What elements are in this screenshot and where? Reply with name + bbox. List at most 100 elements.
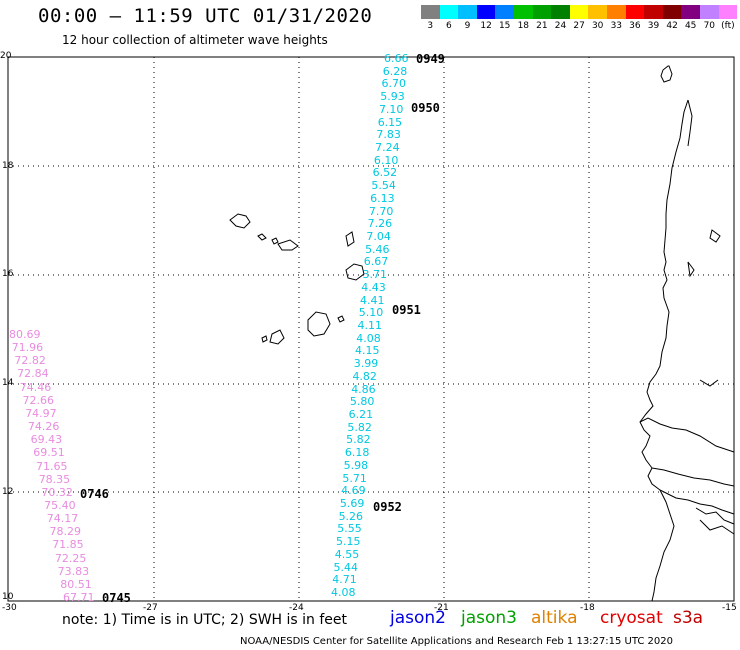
legend-label-0: 3 xyxy=(427,21,434,31)
lat-tick-16: 16 xyxy=(2,269,14,279)
jason2-value: 6.15 xyxy=(377,115,403,129)
altika-value: 71.96 xyxy=(11,341,44,355)
credit-line: NOAA/NESDIS Center for Satellite Applica… xyxy=(240,636,673,647)
legend-swatch-15 xyxy=(699,5,719,19)
jason2-value: 7.10 xyxy=(378,102,404,116)
altika-value: 72.25 xyxy=(54,551,87,565)
legend-swatch-13 xyxy=(662,5,682,19)
legend-label-5: 18 xyxy=(517,21,530,31)
jason2-value: 4.41 xyxy=(360,293,385,307)
legend-jason2: jason2 xyxy=(390,608,446,628)
jason2-value: 4.82 xyxy=(352,369,377,383)
jason2-value: 3.99 xyxy=(353,357,379,371)
lon-tick-minus21: -21 xyxy=(434,603,449,613)
jason2-value: 4.71 xyxy=(332,573,357,587)
lon-tick-minus18: -18 xyxy=(580,603,595,613)
jason2-value: 4.69 xyxy=(341,484,366,498)
altika-value: 80.51 xyxy=(60,577,92,591)
legend-swatch-5 xyxy=(513,5,533,19)
altika-value: 75.40 xyxy=(44,498,76,512)
legend-s3a: s3a xyxy=(673,608,704,628)
lat-tick-14: 14 xyxy=(2,378,14,388)
jason2-value: 5.82 xyxy=(347,420,372,434)
altika-value: 74.97 xyxy=(25,406,57,420)
jason2-value: 7.83 xyxy=(376,128,401,142)
jason2-value: 3.71 xyxy=(362,268,388,282)
legend-label-16: (ft) xyxy=(721,21,735,31)
altika-value: 78.29 xyxy=(49,525,82,539)
jason2-value: 5.26 xyxy=(338,509,364,523)
jason2-value: 5.55 xyxy=(337,522,362,536)
lat-tick-12: 12 xyxy=(2,487,14,497)
legend-swatch-8 xyxy=(569,5,589,19)
jason2-value: 4.08 xyxy=(331,586,356,599)
legend-swatch-12 xyxy=(644,5,663,19)
jason2-value: 6.66 xyxy=(384,52,409,65)
jason2-value: 7.04 xyxy=(366,230,391,243)
footer-note: note: 1) Time is in UTC; 2) SWH is in fe… xyxy=(62,612,348,628)
jason2-value: 6.18 xyxy=(344,446,370,460)
map-title: 00:00 – 11:59 UTC 01/31/2020 xyxy=(38,5,373,27)
jason2-value: 6.10 xyxy=(373,153,399,167)
legend-swatch-11 xyxy=(625,5,645,19)
legend-altika: altika xyxy=(531,608,578,628)
altika-value: 69.51 xyxy=(33,446,65,460)
legend-label-14: 45 xyxy=(684,21,697,31)
legend-swatch-3 xyxy=(476,5,496,19)
legend-label-12: 39 xyxy=(647,21,660,31)
legend-label-10: 33 xyxy=(610,21,623,31)
altika-value: 67.71 xyxy=(63,591,95,604)
legend-label-2: 9 xyxy=(464,21,471,31)
jason2-value: 5.44 xyxy=(333,560,359,574)
map-frame xyxy=(7,56,735,602)
lat-lon-grid xyxy=(8,57,734,601)
jason2-value: 5.15 xyxy=(336,535,361,549)
altika-value: 80.69 xyxy=(9,328,41,341)
legend-cryosat: cryosat xyxy=(600,608,663,628)
jason2-value: 7.70 xyxy=(368,204,394,218)
altika-value: 70.32 xyxy=(41,485,73,499)
time-label-0745: 0745 xyxy=(102,591,131,605)
jason2-value: 6.67 xyxy=(363,255,389,269)
jason2-value: 4.11 xyxy=(357,319,383,332)
jason2-value: 5.93 xyxy=(380,90,405,104)
map-subtitle: 12 hour collection of altimeter wave hei… xyxy=(62,33,328,47)
jason2-value: 5.71 xyxy=(342,471,367,485)
altika-value: 74.46 xyxy=(19,380,52,394)
jason2-value: 6.21 xyxy=(348,408,374,421)
altika-value: 72.84 xyxy=(17,367,49,381)
jason2-value: 6.13 xyxy=(370,191,395,205)
legend-swatch-10 xyxy=(606,5,626,19)
legend-swatch-7 xyxy=(551,5,570,19)
jason2-value: 5.46 xyxy=(365,242,390,256)
legend-label-7: 24 xyxy=(554,21,567,31)
cape-verde-islands xyxy=(229,213,365,345)
legend-swatch-2 xyxy=(458,5,477,19)
time-label-0746: 0746 xyxy=(80,487,109,501)
lat-tick-18: 18 xyxy=(2,161,14,171)
altika-value: 73.83 xyxy=(57,564,90,578)
legend-swatch-1 xyxy=(439,5,459,19)
altika-value: 74.17 xyxy=(46,512,79,526)
legend-label-3: 12 xyxy=(480,21,492,31)
jason2-value: 6.70 xyxy=(381,77,406,91)
time-label-0951: 0951 xyxy=(392,303,421,317)
legend-jason3: jason3 xyxy=(461,608,517,628)
jason2-value: 5.10 xyxy=(358,306,384,320)
altika-value: 71.85 xyxy=(52,538,84,552)
jason2-value: 5.54 xyxy=(371,179,396,193)
jason2-value: 4.08 xyxy=(356,331,381,345)
legend-label-6: 21 xyxy=(536,21,548,31)
altika-value: 71.65 xyxy=(36,459,68,473)
legend-label-8: 27 xyxy=(573,21,585,31)
legend-label-15: 70 xyxy=(703,21,716,31)
jason2-value: 4.55 xyxy=(334,547,360,561)
jason2-value: 7.24 xyxy=(375,141,400,154)
lon-tick-minus30: -30 xyxy=(2,603,17,613)
legend-label-13: 42 xyxy=(666,21,678,31)
lat-tick-10: 10 xyxy=(2,592,14,602)
legend-swatch-0 xyxy=(421,5,440,19)
lon-tick-minus15: -15 xyxy=(722,603,737,613)
jason2-value: 7.26 xyxy=(367,217,393,231)
altika-value: 72.82 xyxy=(14,354,46,368)
